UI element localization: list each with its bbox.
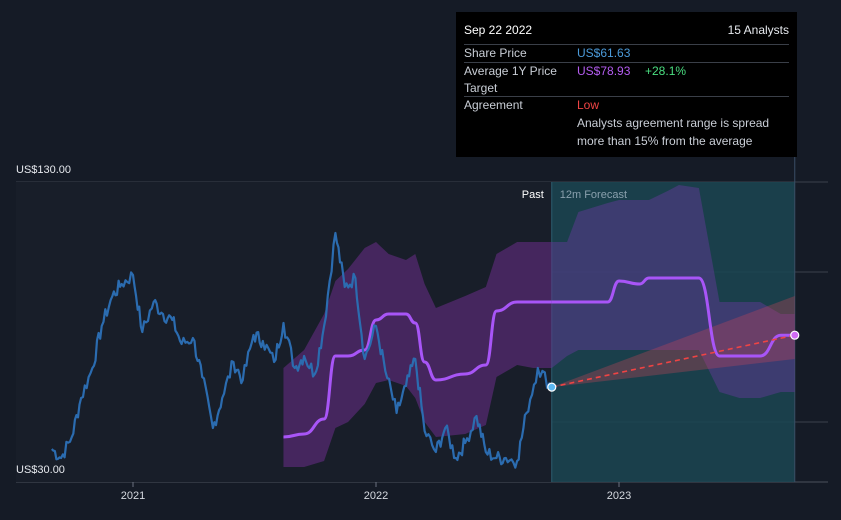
tooltip-date: Sep 22 2022 xyxy=(464,23,533,37)
target-label-line1: Average 1Y Price xyxy=(464,64,557,78)
x-axis-ticks: 2021 2022 2023 xyxy=(121,482,631,502)
forecast-dashed-line xyxy=(551,334,795,388)
tooltip-header-row: Sep 22 2022 15 Analysts xyxy=(464,22,789,45)
share-price-value: US$61.63 xyxy=(577,46,631,60)
forecast-cone xyxy=(551,296,795,388)
chart-lines xyxy=(50,231,800,469)
target-price-marker xyxy=(790,330,800,340)
target-value: US$78.93 xyxy=(577,64,631,78)
average-target-line xyxy=(283,300,552,439)
tooltip-share-price-row: Share Price US$61.63 xyxy=(464,44,789,63)
y-axis-label-bottom: US$30.00 xyxy=(16,464,65,476)
tooltip-target-row: Average 1Y Price Target US$78.93 +28.1% xyxy=(464,62,789,97)
y-axis-label-top: US$130.00 xyxy=(16,164,72,176)
tooltip-agreement-row: Agreement Low Analysts agreement range i… xyxy=(464,96,789,154)
chart-tooltip: Sep 22 2022 15 Analysts Share Price US$6… xyxy=(456,12,797,157)
past-target-range-band xyxy=(283,242,552,467)
agreement-note-line1: Analysts agreement range is spread xyxy=(577,116,770,130)
target-range-bands xyxy=(283,185,795,467)
section-labels: Past 12m Forecast xyxy=(522,189,627,201)
share-price-line xyxy=(50,231,553,469)
past-label: Past xyxy=(522,189,544,201)
x-tick-label-2021: 2021 xyxy=(121,490,145,502)
average-target-forecast-line xyxy=(551,276,795,358)
current-price-marker xyxy=(547,382,557,392)
agreement-note-line2: more than 15% from the average xyxy=(577,134,753,148)
agreement-value: Low xyxy=(577,98,600,112)
forecast-target-range-band xyxy=(551,185,795,398)
agreement-label: Agreement xyxy=(464,98,523,112)
forecast-label: 12m Forecast xyxy=(560,189,627,201)
target-change: +28.1% xyxy=(645,64,687,78)
x-tick-label-2023: 2023 xyxy=(607,490,631,502)
x-tick-label-2022: 2022 xyxy=(364,490,388,502)
tooltip-analyst-count: 15 Analysts xyxy=(727,23,789,37)
target-label-line2: Target xyxy=(464,81,498,95)
share-price-label: Share Price xyxy=(464,46,527,60)
